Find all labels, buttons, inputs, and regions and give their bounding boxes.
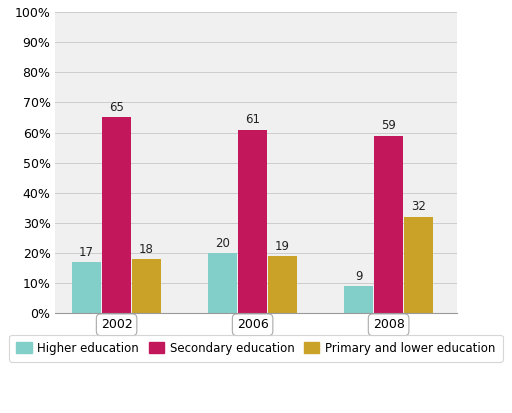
Text: 61: 61 (245, 113, 260, 126)
Bar (102, 117, 131, 313)
Bar (374, 135, 403, 313)
Bar (344, 286, 373, 313)
Text: 20: 20 (215, 237, 230, 249)
Bar (72, 262, 101, 313)
Bar (238, 130, 267, 313)
Text: 59: 59 (381, 119, 396, 132)
Text: 19: 19 (275, 240, 290, 252)
Legend: Higher education, Secondary education, Primary and lower education: Higher education, Secondary education, P… (9, 335, 503, 362)
Bar (268, 256, 297, 313)
Text: 18: 18 (139, 242, 154, 256)
Bar (132, 259, 161, 313)
Text: 9: 9 (355, 270, 362, 282)
Bar (404, 217, 433, 313)
Bar (208, 253, 237, 313)
Text: 65: 65 (109, 101, 124, 114)
Text: 17: 17 (79, 246, 94, 259)
Text: 32: 32 (411, 200, 426, 214)
